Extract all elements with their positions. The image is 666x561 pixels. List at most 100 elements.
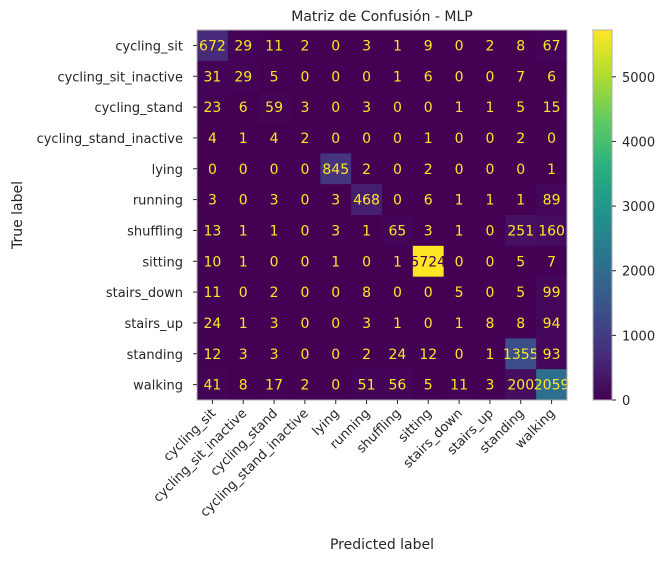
- heatmap-cell: [412, 91, 445, 123]
- cell-value-label: 12: [419, 347, 437, 363]
- y-tick-labels: cycling_sit cycling_sit_inactive cycling_s…: [37, 39, 197, 394]
- heatmap-cell: [197, 307, 229, 339]
- heatmap-cell: [197, 215, 229, 247]
- cell-value-label: 0: [393, 131, 402, 147]
- cell-value-label: 0: [424, 316, 433, 332]
- heatmap-cell: [382, 276, 414, 308]
- heatmap-cell: [474, 30, 506, 62]
- cell-value-label: 0: [331, 378, 340, 394]
- heatmap-cell: [351, 153, 383, 185]
- heatmap-cell: [351, 338, 383, 370]
- heatmap-cell: [382, 307, 414, 339]
- cell-value-label: 11: [450, 378, 468, 394]
- cell-value-label: 0: [393, 193, 402, 209]
- cell-value-label: 1: [485, 193, 494, 209]
- cell-value-label: 0: [300, 69, 309, 85]
- heatmap-cell: [412, 60, 445, 93]
- heatmap-cell: [227, 245, 260, 278]
- cell-value-label: 29: [234, 69, 252, 85]
- cell-value-label: 7: [516, 69, 525, 85]
- y-tick-label: cycling_stand_inactive: [37, 132, 183, 147]
- heatmap-cell: [320, 184, 352, 216]
- cell-value-label: 56: [389, 378, 407, 394]
- heatmap-cell: [227, 215, 260, 247]
- heatmap-cell: [412, 30, 445, 62]
- cell-value-label: 2: [300, 38, 309, 54]
- y-tick-label: sitting: [142, 255, 183, 270]
- heatmap-cell: [536, 307, 568, 339]
- heatmap-cell: [474, 91, 506, 123]
- heatmap-cell: [351, 276, 383, 308]
- heatmap-cell: [320, 91, 352, 123]
- cell-value-label: 31: [204, 69, 222, 85]
- cell-value-label: 0: [393, 100, 402, 116]
- cell-value-label: 8: [239, 378, 248, 394]
- heatmap-cell: [505, 215, 537, 247]
- heatmap-cell: [258, 122, 290, 154]
- cell-value-label: 1: [362, 223, 371, 239]
- cell-value-label: 3: [208, 193, 217, 209]
- cell-value-label: 0: [393, 285, 402, 301]
- heatmap-cell: [320, 245, 352, 278]
- heatmap-cell: [197, 338, 229, 370]
- plot-frame: [196, 29, 568, 401]
- heatmap-cell: [443, 245, 475, 278]
- cell-value-label: 8: [516, 316, 525, 332]
- heatmap-cell: [227, 60, 260, 93]
- heatmap-cell: [505, 122, 537, 154]
- heatmap-cell: [443, 369, 475, 401]
- heatmap-cell: [412, 307, 445, 339]
- cell-value-label: 2: [424, 162, 433, 178]
- cell-value-label: 5: [270, 69, 279, 85]
- heatmap-cell: [382, 215, 414, 247]
- heatmap-cell: [443, 91, 475, 123]
- heatmap-cell: [536, 369, 568, 401]
- heatmap-cell: [382, 60, 414, 93]
- cell-value-label: 2: [300, 378, 309, 394]
- cell-value-label: 6: [424, 193, 433, 209]
- heatmap-cell: [289, 338, 321, 370]
- heatmap-cell: [412, 184, 445, 216]
- heatmap-cell: [258, 184, 290, 216]
- cell-value-label: 0: [455, 38, 464, 54]
- cell-value-label: 1: [424, 131, 433, 147]
- heatmap-cell: [320, 60, 352, 93]
- cell-value-label: 1: [393, 69, 402, 85]
- x-axis-label: Predicted label: [330, 537, 434, 553]
- colorbar-tick-label: 5000: [622, 71, 655, 86]
- cell-value-label: 3: [331, 193, 340, 209]
- cell-value-label: 0: [485, 254, 494, 270]
- cell-value-label: 59: [265, 100, 283, 116]
- cell-value-label: 845: [322, 162, 349, 178]
- cell-value-label: 468: [353, 193, 380, 209]
- heatmap-cell: [536, 60, 568, 93]
- heatmap-cell: [289, 91, 321, 123]
- heatmap-cell: [474, 122, 506, 154]
- cell-value-label: 3: [270, 316, 279, 332]
- heatmap-cell: [443, 215, 475, 247]
- cell-value-label: 1: [455, 193, 464, 209]
- cell-value-label: 6: [239, 100, 248, 116]
- colorbar-tick-label: 3000: [622, 200, 655, 215]
- cell-value-label: 11: [265, 38, 283, 54]
- cell-value-label: 0: [331, 38, 340, 54]
- y-tick-label: standing: [127, 348, 183, 363]
- heatmap-cell: [443, 276, 475, 308]
- cell-value-label: 0: [485, 162, 494, 178]
- cell-value-label: 93: [543, 347, 561, 363]
- cell-value-label: 11: [204, 285, 222, 301]
- cell-value-label: 2: [362, 162, 371, 178]
- chart-title: Matriz de Confusión - MLP: [291, 9, 472, 25]
- heatmap-cell: [443, 122, 475, 154]
- heatmap-cell: [474, 245, 506, 278]
- cell-value-label: 51: [358, 378, 376, 394]
- heatmap-cell: [197, 60, 229, 93]
- heatmap-cell: [474, 184, 506, 216]
- heatmap-cell: [258, 245, 290, 278]
- cell-value-label: 9: [424, 38, 433, 54]
- cell-value-label: 0: [424, 100, 433, 116]
- heatmap-cell: [505, 30, 537, 62]
- cell-value-label: 3: [270, 347, 279, 363]
- heatmap-cell: [351, 122, 383, 154]
- colorbar-tick-label: 2000: [622, 265, 655, 280]
